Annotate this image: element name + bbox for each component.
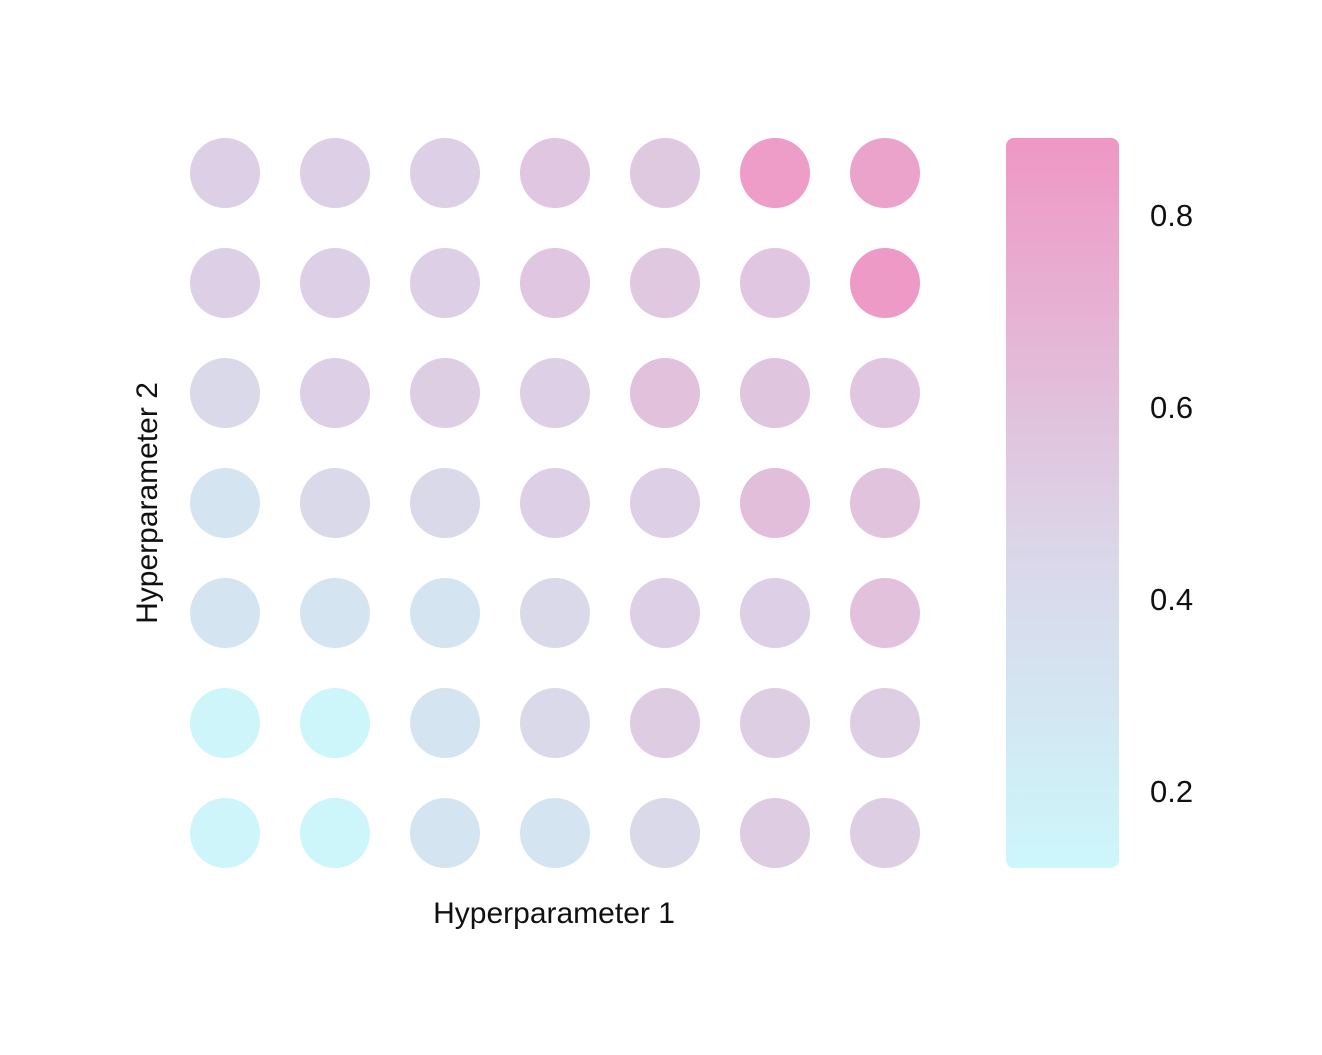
heatmap-dot-r5-c5 <box>740 688 810 758</box>
x-axis-label: Hyperparameter 1 <box>433 897 675 930</box>
heatmap-dot-r0-c2 <box>410 138 480 208</box>
heatmap-dot-r2-c1 <box>300 358 370 428</box>
heatmap-dot-r4-c0 <box>190 578 260 648</box>
dots-layer <box>190 138 920 868</box>
heatmap-dot-r1-c0 <box>190 248 260 318</box>
heatmap-dot-r6-c2 <box>410 798 480 868</box>
heatmap-dot-r6-c1 <box>300 798 370 868</box>
heatmap-dot-r3-c2 <box>410 468 480 538</box>
heatmap-dot-r0-c1 <box>300 138 370 208</box>
heatmap-dot-r5-c6 <box>850 688 920 758</box>
colorbar-tick-label: 0.6 <box>1150 390 1193 425</box>
heatmap-dot-r6-c5 <box>740 798 810 868</box>
heatmap-dot-r4-c2 <box>410 578 480 648</box>
heatmap-dot-r4-c1 <box>300 578 370 648</box>
heatmap-dot-r1-c2 <box>410 248 480 318</box>
heatmap-dot-r2-c5 <box>740 358 810 428</box>
heatmap-dot-r1-c1 <box>300 248 370 318</box>
colorbar-tick-label: 0.8 <box>1150 198 1193 233</box>
heatmap-dot-r1-c5 <box>740 248 810 318</box>
heatmap-dot-r2-c0 <box>190 358 260 428</box>
colorbar-ticks: 0.8 0.6 0.4 0.2 <box>1150 198 1193 809</box>
heatmap-dot-r0-c4 <box>630 138 700 208</box>
heatmap-dot-r6-c6 <box>850 798 920 868</box>
heatmap-dot-r4-c3 <box>520 578 590 648</box>
y-axis-label: Hyperparameter 2 <box>131 382 164 624</box>
heatmap-dot-r4-c5 <box>740 578 810 648</box>
heatmap-dot-r3-c0 <box>190 468 260 538</box>
heatmap-dot-r5-c2 <box>410 688 480 758</box>
heatmap-dot-r1-c3 <box>520 248 590 318</box>
heatmap-dot-r3-c3 <box>520 468 590 538</box>
heatmap-dot-r6-c3 <box>520 798 590 868</box>
heatmap-dot-r3-c4 <box>630 468 700 538</box>
heatmap-dot-r5-c1 <box>300 688 370 758</box>
colorbar-tick-label: 0.4 <box>1150 582 1193 617</box>
heatmap-dot-r5-c3 <box>520 688 590 758</box>
heatmap-dot-r3-c5 <box>740 468 810 538</box>
colorbar <box>1006 138 1119 868</box>
heatmap-dot-r2-c2 <box>410 358 480 428</box>
heatmap-dot-r6-c0 <box>190 798 260 868</box>
heatmap-dot-r0-c0 <box>190 138 260 208</box>
heatmap-dot-r2-c6 <box>850 358 920 428</box>
heatmap-dot-r0-c5 <box>740 138 810 208</box>
colorbar-tick-label: 0.2 <box>1150 774 1193 809</box>
heatmap-dot-r0-c6 <box>850 138 920 208</box>
heatmap-dot-r3-c6 <box>850 468 920 538</box>
heatmap-dot-r2-c3 <box>520 358 590 428</box>
heatmap-dot-r3-c1 <box>300 468 370 538</box>
heatmap-dot-r4-c4 <box>630 578 700 648</box>
heatmap-dot-r4-c6 <box>850 578 920 648</box>
heatmap-dot-r0-c3 <box>520 138 590 208</box>
heatmap-dot-r6-c4 <box>630 798 700 868</box>
heatmap-dot-r2-c4 <box>630 358 700 428</box>
heatmap-dot-r1-c6 <box>850 248 920 318</box>
heatmap-dot-r1-c4 <box>630 248 700 318</box>
heatmap-dot-r5-c4 <box>630 688 700 758</box>
heatmap-dot-r5-c0 <box>190 688 260 758</box>
